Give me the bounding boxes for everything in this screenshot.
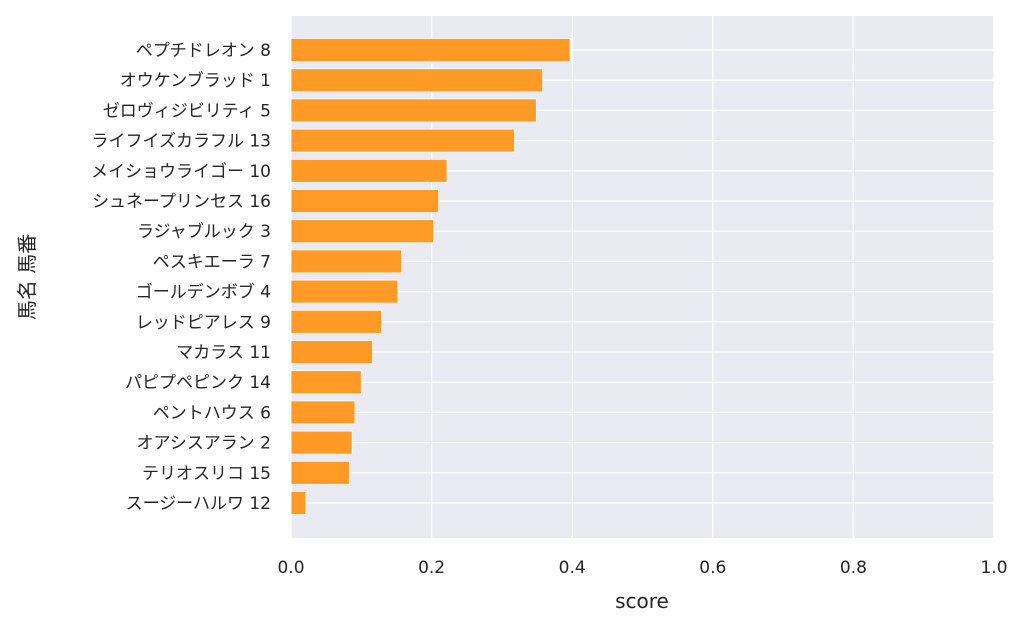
y-tick-label: オウケンブラッド 1 bbox=[120, 70, 271, 91]
y-tick-label: テリオスリコ 15 bbox=[142, 464, 271, 484]
bar-15 bbox=[290, 491, 307, 515]
plot-area bbox=[291, 16, 994, 538]
y-tick-label: ペプチドレオン 8 bbox=[136, 41, 271, 61]
bar-10 bbox=[290, 340, 373, 364]
bar-8 bbox=[290, 279, 399, 304]
y-tick-label: ゼロヴィジビリティ 5 bbox=[103, 101, 271, 121]
bars bbox=[290, 38, 571, 515]
x-tick-label: 1.0 bbox=[980, 558, 1007, 578]
x-tick-label: 0.2 bbox=[418, 558, 445, 578]
y-axis-title: 馬名 馬番 bbox=[15, 234, 39, 320]
y-tick-label: オアシスアラン 2 bbox=[136, 434, 271, 454]
x-tick-labels: 0.0 0.2 0.4 0.6 0.8 1.0 bbox=[277, 558, 1007, 578]
y-tick-label: ライフイズカラフル 13 bbox=[91, 132, 271, 152]
bar-5 bbox=[290, 189, 440, 213]
bar-12 bbox=[290, 400, 356, 425]
bar-4 bbox=[290, 158, 448, 183]
bar-11 bbox=[290, 370, 362, 395]
bar-6 bbox=[290, 219, 435, 244]
bar-7 bbox=[290, 249, 402, 274]
x-axis-title: score bbox=[615, 589, 669, 613]
y-tick-label: ゴールデンボブ 4 bbox=[136, 282, 271, 303]
bar-3 bbox=[290, 128, 515, 153]
y-tick-label: シュネープリンセス 16 bbox=[92, 192, 271, 212]
bar-0 bbox=[290, 38, 571, 62]
x-tick-label: 0.4 bbox=[559, 558, 586, 578]
x-tick-label: 0.6 bbox=[699, 558, 726, 578]
y-tick-label: ラジャブルック 3 bbox=[137, 221, 271, 242]
bar-14 bbox=[290, 460, 350, 485]
y-tick-label: パピプペピンク 14 bbox=[125, 373, 271, 393]
y-tick-label: レッドピアレス 9 bbox=[136, 313, 271, 333]
y-tick-label: メイショウライゴー 10 bbox=[91, 161, 271, 182]
y-tick-label: ペスキエーラ 7 bbox=[153, 252, 271, 272]
y-tick-label: マカラス 11 bbox=[176, 343, 271, 363]
bar-2 bbox=[290, 98, 537, 123]
y-tick-label: スージーハルワ 12 bbox=[126, 494, 271, 514]
bar-1 bbox=[290, 68, 544, 93]
bar-9 bbox=[290, 309, 383, 334]
bar-13 bbox=[290, 430, 353, 455]
y-tick-label: ペントハウス 6 bbox=[153, 403, 271, 423]
x-tick-label: 0.8 bbox=[840, 558, 867, 578]
y-tick-labels: ペプチドレオン 8 オウケンブラッド 1 ゼロヴィジビリティ 5 ライフイズカラフル … bbox=[91, 41, 271, 514]
x-tick-label: 0.0 bbox=[277, 558, 304, 578]
